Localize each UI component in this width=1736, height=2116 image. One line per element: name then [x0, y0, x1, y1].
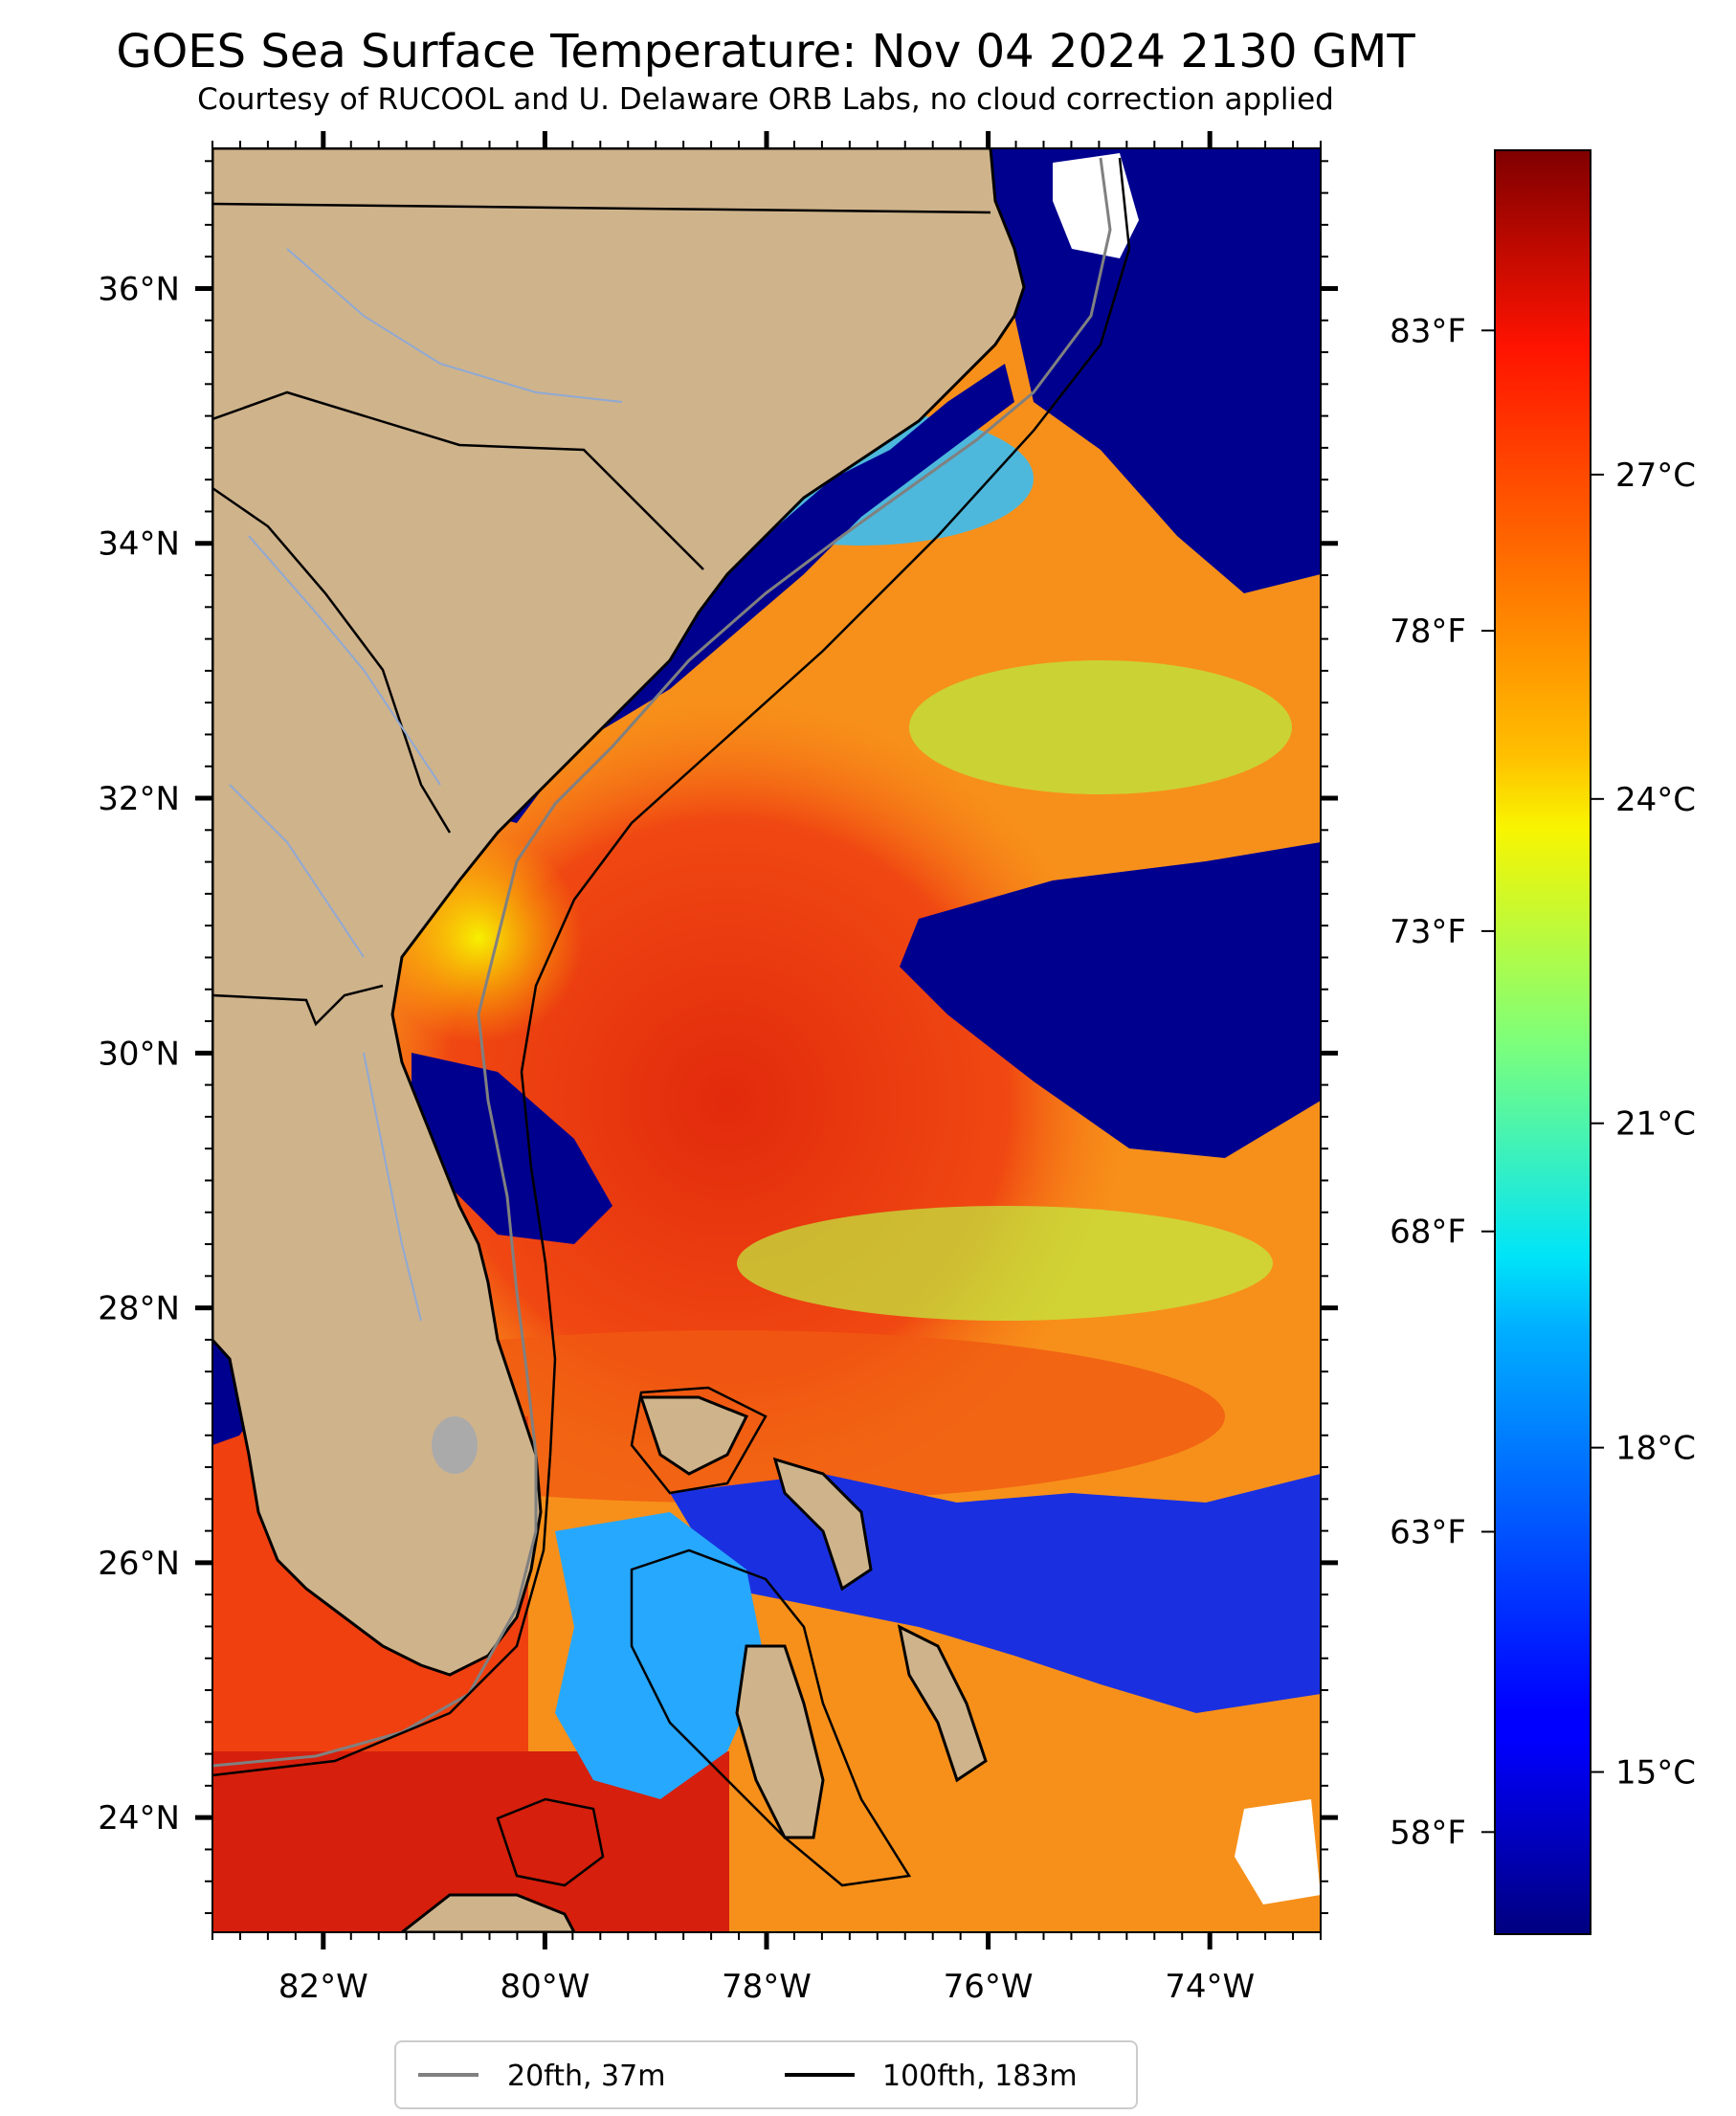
- no-data-patch-southeast: [1235, 1799, 1321, 1904]
- cyan-water-bahamas: [555, 1512, 766, 1799]
- no-data-patch-north: [1053, 153, 1139, 258]
- longitude-axis: 82°W 80°W 78°W 76°W 74°W: [278, 131, 1255, 2006]
- state-borders: [212, 486, 452, 834]
- map-subtitle: Courtesy of RUCOOL and U. Delaware ORB L…: [197, 82, 1334, 117]
- map-area[interactable]: [212, 148, 1321, 1933]
- eleuthera-island: [897, 1624, 988, 1783]
- andros-island: [735, 1644, 825, 1839]
- colorbar-celsius-label: 27°C: [1615, 457, 1696, 495]
- cold-water-northeast: [986, 148, 1321, 593]
- isobath-20fth: [212, 157, 1112, 1768]
- map-title: GOES Sea Surface Temperature: Nov 04 202…: [116, 25, 1415, 78]
- isobath-100fth: [212, 157, 1131, 1777]
- lake-okeechobee: [432, 1416, 478, 1474]
- rivers: [229, 784, 365, 958]
- colorbar-celsius-axis: 27°C 24°C 21°C 18°C 15°C: [1591, 457, 1696, 1793]
- colorbar-fahrenheit-label: 83°F: [1390, 312, 1466, 350]
- colorbar-fahrenheit-label: 68°F: [1390, 1214, 1466, 1252]
- latitude-axis: 36°N 34°N 32°N 30°N 28°N 26°N 24°N: [98, 270, 1338, 1838]
- colorbar-fahrenheit-label: 73°F: [1390, 913, 1466, 951]
- abaco-island: [772, 1457, 873, 1592]
- colorbar-fahrenheit-label: 58°F: [1390, 1814, 1466, 1852]
- minor-ticks: [205, 141, 1328, 1940]
- colorbar-celsius-label: 15°C: [1615, 1754, 1696, 1793]
- colorbar-fahrenheit-label: 63°F: [1390, 1514, 1466, 1552]
- state-borders: [212, 984, 384, 1027]
- lat-tick-label: 34°N: [98, 525, 180, 564]
- isobath-legend: 20fth, 37m 100fth, 183m: [394, 2040, 1138, 2109]
- green-streaks-south: [737, 1206, 1273, 1321]
- lon-tick-label: 80°W: [500, 1968, 590, 2006]
- colorbar-fahrenheit-label: 78°F: [1390, 613, 1466, 651]
- lat-tick-label: 24°N: [98, 1799, 180, 1838]
- colorbar-celsius-label: 18°C: [1615, 1430, 1696, 1468]
- isobath-100fth-bahamas: [630, 1548, 912, 1887]
- cuba-coast: [399, 1893, 576, 1932]
- lon-tick-label: 74°W: [1165, 1968, 1255, 2006]
- colorbar: [1494, 149, 1591, 1935]
- isobath-100fth-bahamas: [630, 1386, 768, 1495]
- lat-tick-label: 26°N: [98, 1545, 180, 1583]
- lat-tick-label: 32°N: [98, 780, 180, 818]
- green-streaks-east: [909, 660, 1292, 794]
- state-borders: [212, 202, 991, 214]
- us-southeast-land: [212, 148, 1026, 1677]
- colorbar-celsius-label: 24°C: [1615, 781, 1696, 819]
- legend-label-20fth: 20fth, 37m: [507, 2060, 665, 2093]
- cold-coastal-water-florida: [412, 1053, 612, 1244]
- lon-tick-label: 76°W: [944, 1968, 1034, 2006]
- colorbar-fahrenheit-axis: 83°F 78°F 73°F 68°F 63°F 58°F: [1390, 312, 1495, 1852]
- cold-eddy-east: [900, 842, 1321, 1158]
- lon-tick-label: 82°W: [278, 1968, 368, 2006]
- rivers: [363, 1052, 422, 1322]
- rivers: [286, 248, 623, 403]
- lat-tick-label: 36°N: [98, 270, 180, 308]
- grand-bahama-island: [638, 1395, 749, 1476]
- lat-tick-label: 30°N: [98, 1035, 180, 1073]
- legend-frame: [394, 2040, 1138, 2109]
- colorbar-celsius-label: 21°C: [1615, 1105, 1696, 1144]
- isobath-100fth-cay-sal: [496, 1797, 605, 1887]
- lat-tick-label: 28°N: [98, 1290, 180, 1328]
- rivers: [248, 535, 441, 786]
- lon-tick-label: 78°W: [722, 1968, 812, 2006]
- state-borders: [212, 390, 704, 570]
- legend-label-100fth: 100fth, 183m: [882, 2060, 1078, 2093]
